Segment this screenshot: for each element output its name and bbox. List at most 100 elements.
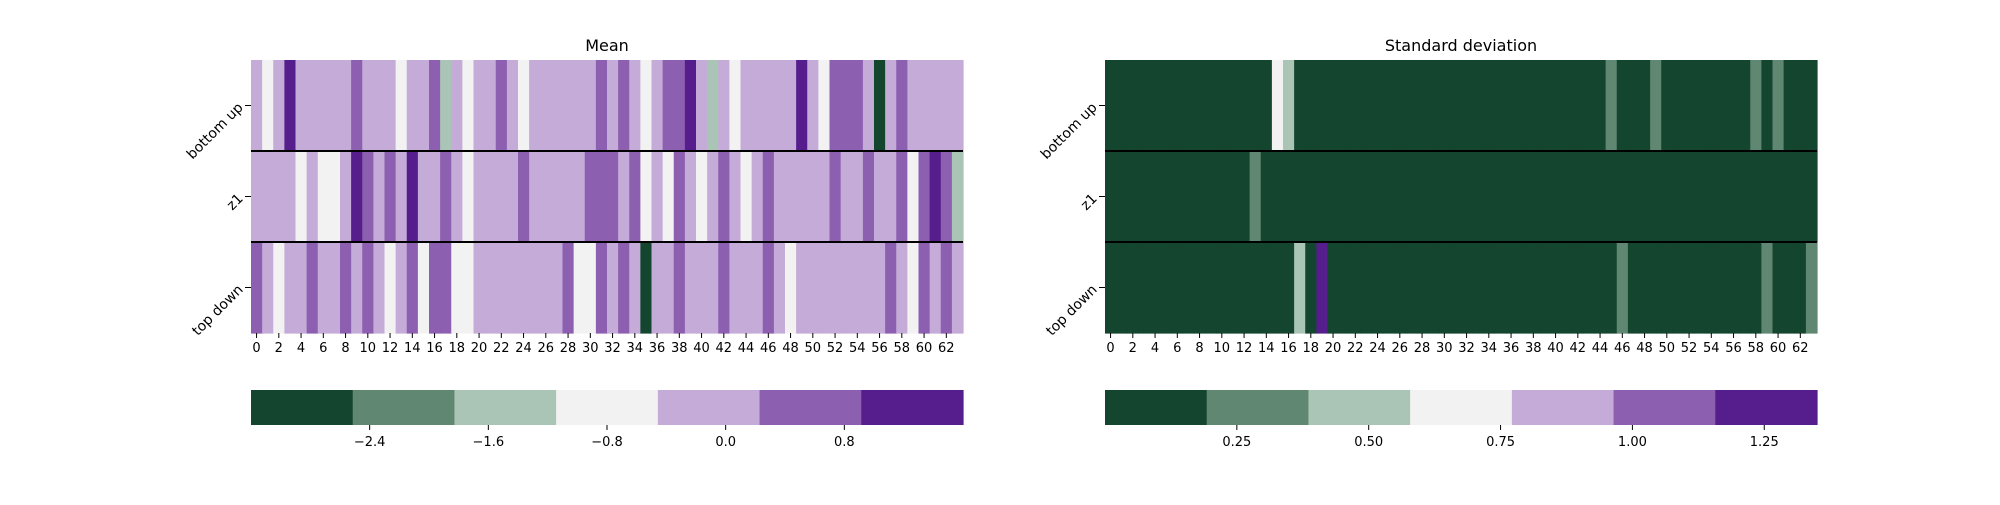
mean-x-tick-label: 4	[297, 341, 305, 356]
mean-heatmap-cell	[907, 151, 920, 243]
std-heatmap-cell	[1349, 151, 1362, 243]
mean-heatmap-cell	[317, 242, 330, 334]
std-heatmap-cell	[1249, 60, 1262, 152]
std-heatmap-cell	[1260, 242, 1273, 334]
std-heatmap-cell	[1127, 242, 1139, 334]
mean-heatmap-cell	[384, 151, 397, 243]
std-heatmap-cell	[1160, 242, 1173, 334]
mean-heatmap-cell	[284, 242, 297, 334]
mean-heatmap-cell	[395, 151, 408, 243]
std-heatmap-cell	[1327, 151, 1340, 243]
std-heatmap-cell	[1194, 60, 1206, 152]
mean-heatmap-cell	[462, 242, 475, 334]
std-colorbar-swatch	[1410, 390, 1513, 425]
std-heatmap-cell	[1372, 242, 1384, 334]
mean-colorbar-swatch	[556, 390, 659, 425]
std-x-tick-label: 48	[1636, 341, 1653, 356]
std-heatmap-cell	[1238, 151, 1251, 243]
std-heatmap-cell	[1427, 242, 1440, 334]
mean-heatmap-cell	[562, 242, 575, 334]
std-heatmap-cell	[1194, 151, 1206, 243]
mean-heatmap-cell	[918, 151, 931, 243]
std-heatmap-cell	[1694, 151, 1707, 243]
mean-heatmap-cell	[273, 151, 285, 243]
mean-colorbar-tick-label: −1.6	[473, 435, 505, 450]
std-heatmap-cell	[1105, 60, 1117, 152]
mean-heatmap-cell	[940, 60, 953, 152]
std-heatmap-cell	[1494, 151, 1507, 243]
mean-heatmap-cell	[851, 60, 864, 152]
std-x-tick-label: 26	[1392, 341, 1409, 356]
mean-heatmap-cell	[518, 242, 530, 334]
std-heatmap-cell	[1505, 242, 1518, 334]
std-colorbar-swatch	[1308, 390, 1411, 425]
mean-heatmap-cell	[874, 242, 886, 334]
std-heatmap-cell	[1461, 151, 1473, 243]
std-heatmap-cell	[1772, 242, 1785, 334]
std-heatmap-cell	[1316, 151, 1329, 243]
mean-row-label: top down	[189, 282, 246, 339]
mean-x-tick-label: 42	[716, 341, 733, 356]
mean-heatmap-cell	[862, 151, 875, 243]
std-heatmap-cell	[1494, 242, 1507, 334]
mean-heatmap-cell	[684, 60, 697, 152]
std-heatmap-cell	[1483, 151, 1495, 243]
std-heatmap-cell	[1105, 242, 1117, 334]
std-heatmap-cell	[1127, 151, 1139, 243]
std-x-tick-label: 2	[1129, 341, 1137, 356]
mean-heatmap-cell	[940, 242, 953, 334]
mean-heatmap-cell	[840, 151, 853, 243]
mean-heatmap-cell	[885, 151, 897, 243]
std-x-tick-label: 60	[1770, 341, 1787, 356]
mean-heatmap-cell	[707, 60, 719, 152]
mean-heatmap-cell	[696, 242, 708, 334]
mean-colorbar-swatch	[861, 390, 964, 425]
std-heatmap-cell	[1783, 60, 1796, 152]
std-title: Standard deviation	[1385, 36, 1537, 55]
mean-heatmap-cell	[351, 60, 363, 152]
mean-heatmap-cell	[751, 60, 764, 152]
mean-heatmap-cell	[640, 242, 653, 334]
std-heatmap-cell	[1661, 151, 1673, 243]
mean-heatmap-cell	[584, 242, 597, 334]
std-heatmap-cell	[1149, 60, 1162, 152]
std-heatmap-cell	[1316, 242, 1329, 334]
std-heatmap-cell	[1538, 242, 1551, 334]
mean-heatmap-cell	[262, 151, 274, 243]
std-heatmap-cell	[1772, 60, 1785, 152]
mean-heatmap-cell	[762, 60, 775, 152]
mean-heatmap-cell	[362, 242, 374, 334]
std-heatmap-cell	[1716, 151, 1729, 243]
std-heatmap-cell	[1449, 60, 1462, 152]
mean-heatmap-cell	[351, 242, 363, 334]
mean-colorbar-swatch	[454, 390, 557, 425]
mean-heatmap-cell	[896, 151, 908, 243]
mean-x-tick-label: 52	[827, 341, 844, 356]
mean-heatmap-cell	[562, 60, 575, 152]
mean-heatmap-cell	[451, 151, 463, 243]
mean-heatmap-cell	[918, 60, 931, 152]
std-heatmap-cell	[1616, 151, 1629, 243]
std-row-label: bottom up	[1038, 100, 1101, 163]
mean-heatmap-cell	[506, 242, 519, 334]
mean-heatmap-cell	[529, 151, 541, 243]
std-heatmap-cell	[1716, 60, 1729, 152]
mean-heatmap-cell	[751, 242, 764, 334]
mean-heatmap-cell	[484, 242, 497, 334]
mean-heatmap-cell	[740, 60, 753, 152]
mean-heatmap-cell	[317, 151, 330, 243]
mean-heatmap-cell	[429, 242, 441, 334]
mean-x-tick-label: 62	[938, 341, 955, 356]
std-heatmap-cell	[1538, 151, 1551, 243]
std-heatmap-cell	[1616, 60, 1629, 152]
mean-heatmap-cell	[429, 151, 441, 243]
mean-heatmap-cell	[718, 151, 730, 243]
mean-heatmap-cell	[740, 151, 753, 243]
std-heatmap-cell	[1694, 60, 1707, 152]
mean-heatmap-cell	[662, 60, 675, 152]
mean-colorbar-tick-label: −0.8	[591, 435, 623, 450]
mean-heatmap-cell	[807, 151, 819, 243]
mean-heatmap-cell	[751, 151, 764, 243]
mean-heatmap-cell	[384, 242, 397, 334]
std-heatmap-cell	[1672, 242, 1685, 334]
